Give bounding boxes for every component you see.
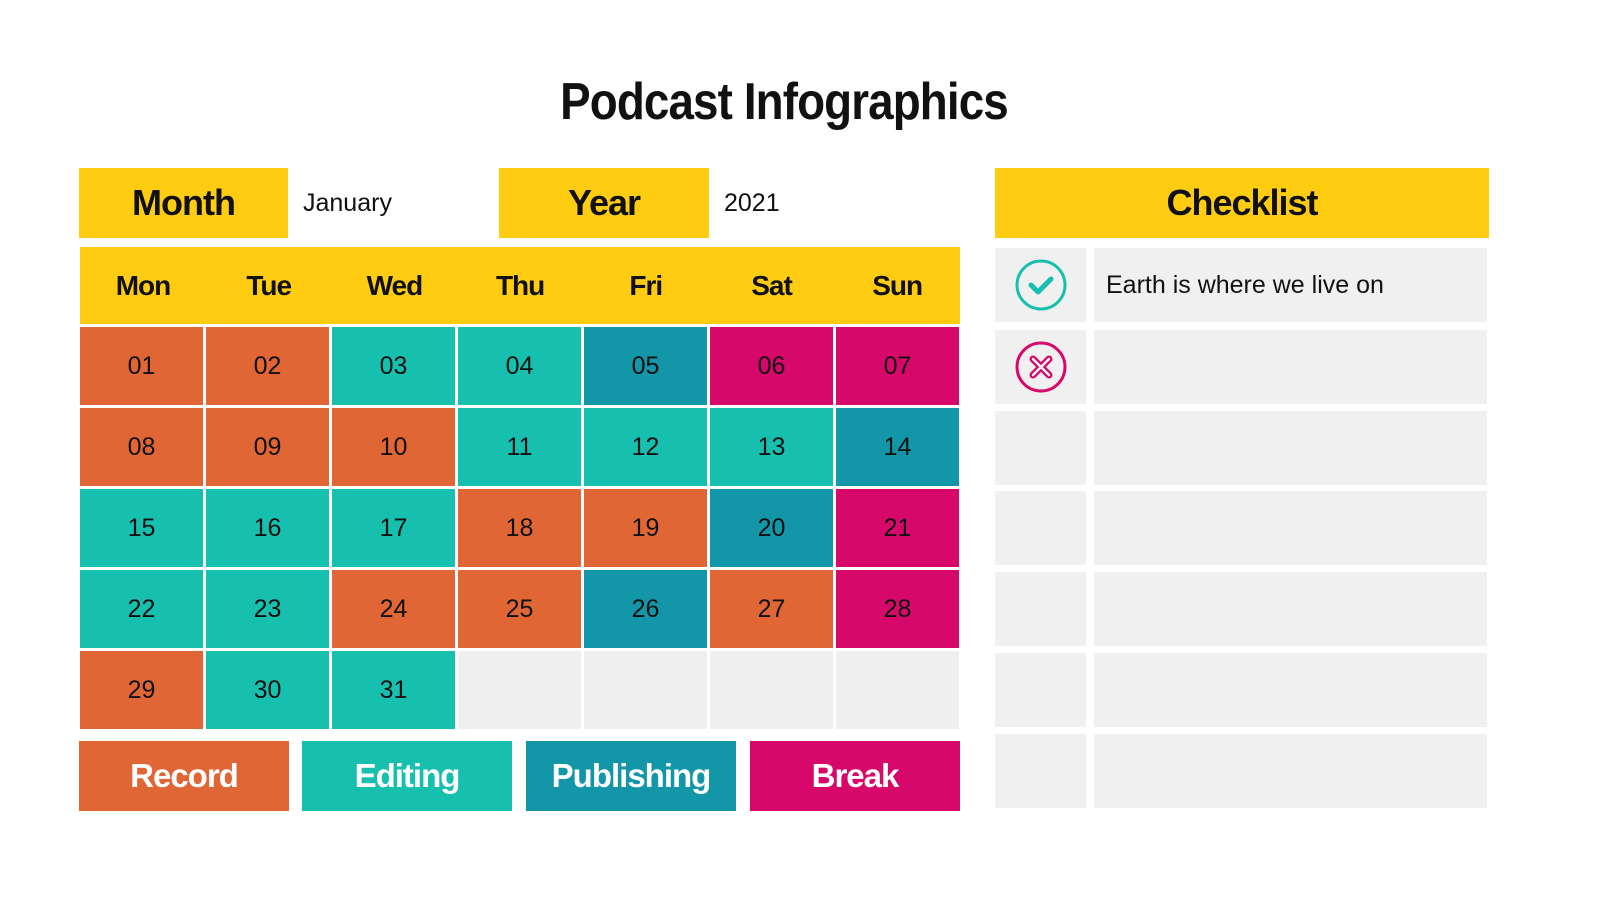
calendar-empty-cell [836, 651, 959, 729]
day-number: 17 [379, 513, 408, 542]
month-value[interactable]: January [303, 188, 392, 217]
calendar-day-10[interactable]: 10 [332, 408, 455, 486]
day-number: 24 [379, 594, 408, 623]
calendar-empty-cell [458, 651, 581, 729]
day-number: 27 [757, 594, 786, 623]
calendar-day-12[interactable]: 12 [584, 408, 707, 486]
calendar-day-01[interactable]: 01 [80, 327, 203, 405]
checklist-item[interactable] [1094, 734, 1487, 808]
weekday-sun: Sun [872, 269, 923, 301]
legend-record: Record [79, 741, 289, 811]
day-number: 05 [631, 351, 660, 380]
weekday-mon: Mon [115, 269, 172, 301]
legend-break: Break [750, 741, 960, 811]
day-number: 04 [505, 351, 534, 380]
day-number: 26 [631, 594, 660, 623]
day-number: 14 [883, 432, 912, 461]
checklist-title: Checklist [995, 168, 1489, 238]
weekday-sat: Sat [751, 269, 793, 301]
day-number: 07 [883, 351, 912, 380]
day-number: 25 [505, 594, 534, 623]
calendar-day-16[interactable]: 16 [206, 489, 329, 567]
calendar-day-15[interactable]: 15 [80, 489, 203, 567]
checklist-status-cell[interactable] [995, 572, 1086, 646]
calendar-day-21[interactable]: 21 [836, 489, 959, 567]
day-number: 02 [253, 351, 282, 380]
checklist-item[interactable] [1094, 572, 1487, 646]
calendar-day-04[interactable]: 04 [458, 327, 581, 405]
calendar-day-11[interactable]: 11 [458, 408, 581, 486]
legend-publishing: Publishing [526, 741, 736, 811]
day-number: 29 [127, 675, 156, 704]
day-number: 12 [631, 432, 660, 461]
day-number: 01 [127, 351, 156, 380]
calendar-day-09[interactable]: 09 [206, 408, 329, 486]
day-number: 21 [883, 513, 912, 542]
calendar-day-14[interactable]: 14 [836, 408, 959, 486]
day-number: 20 [757, 513, 786, 542]
x-circle-icon[interactable] [995, 330, 1086, 404]
legend-editing: Editing [302, 741, 512, 811]
calendar-day-23[interactable]: 23 [206, 570, 329, 648]
checklist-item[interactable] [1094, 411, 1487, 485]
calendar-empty-cell [584, 651, 707, 729]
day-number: 15 [127, 513, 156, 542]
day-number: 18 [505, 513, 534, 542]
calendar-day-20[interactable]: 20 [710, 489, 833, 567]
day-number: 10 [379, 432, 408, 461]
day-number: 23 [253, 594, 282, 623]
checklist-status-cell[interactable] [995, 653, 1086, 727]
calendar-day-28[interactable]: 28 [836, 570, 959, 648]
checklist-status-cell[interactable] [995, 411, 1086, 485]
checklist-status-cell[interactable] [995, 491, 1086, 565]
calendar-day-25[interactable]: 25 [458, 570, 581, 648]
check-circle-icon[interactable] [995, 248, 1086, 322]
calendar-day-13[interactable]: 13 [710, 408, 833, 486]
year-value[interactable]: 2021 [724, 188, 780, 217]
weekday-thu: Thu [495, 269, 545, 301]
day-number: 22 [127, 594, 156, 623]
calendar-day-31[interactable]: 31 [332, 651, 455, 729]
calendar-day-22[interactable]: 22 [80, 570, 203, 648]
weekday-fri: Fri [629, 269, 663, 301]
weekday-tue: Tue [246, 269, 292, 301]
day-number: 31 [379, 675, 408, 704]
calendar-empty-cell [710, 651, 833, 729]
weekday-wed: Wed [366, 269, 424, 301]
day-number: 13 [757, 432, 786, 461]
day-number: 30 [253, 675, 282, 704]
calendar-day-03[interactable]: 03 [332, 327, 455, 405]
calendar-day-17[interactable]: 17 [332, 489, 455, 567]
month-label: Month [79, 168, 288, 238]
day-number: 08 [127, 432, 156, 461]
checklist-item[interactable] [1094, 491, 1487, 565]
calendar-day-29[interactable]: 29 [80, 651, 203, 729]
calendar-day-08[interactable]: 08 [80, 408, 203, 486]
day-number: 11 [506, 432, 533, 461]
day-number: 06 [757, 351, 786, 380]
checklist-item[interactable] [1094, 653, 1487, 727]
day-number: 03 [379, 351, 408, 380]
day-number: 09 [253, 432, 282, 461]
calendar-day-27[interactable]: 27 [710, 570, 833, 648]
year-label: Year [499, 168, 709, 238]
calendar-day-30[interactable]: 30 [206, 651, 329, 729]
checklist-item[interactable] [1094, 330, 1487, 404]
calendar-day-19[interactable]: 19 [584, 489, 707, 567]
calendar-day-07[interactable]: 07 [836, 327, 959, 405]
weekday-header [80, 247, 960, 324]
page-title: Podcast Infographics [560, 73, 1009, 131]
calendar-day-05[interactable]: 05 [584, 327, 707, 405]
calendar-day-18[interactable]: 18 [458, 489, 581, 567]
calendar-day-26[interactable]: 26 [584, 570, 707, 648]
calendar-day-06[interactable]: 06 [710, 327, 833, 405]
day-number: 28 [883, 594, 912, 623]
day-number: 16 [253, 513, 282, 542]
checklist-status-cell[interactable] [995, 734, 1086, 808]
checklist-item[interactable]: Earth is where we live on [1094, 248, 1487, 322]
day-number: 19 [631, 513, 660, 542]
calendar-day-24[interactable]: 24 [332, 570, 455, 648]
calendar-day-02[interactable]: 02 [206, 327, 329, 405]
